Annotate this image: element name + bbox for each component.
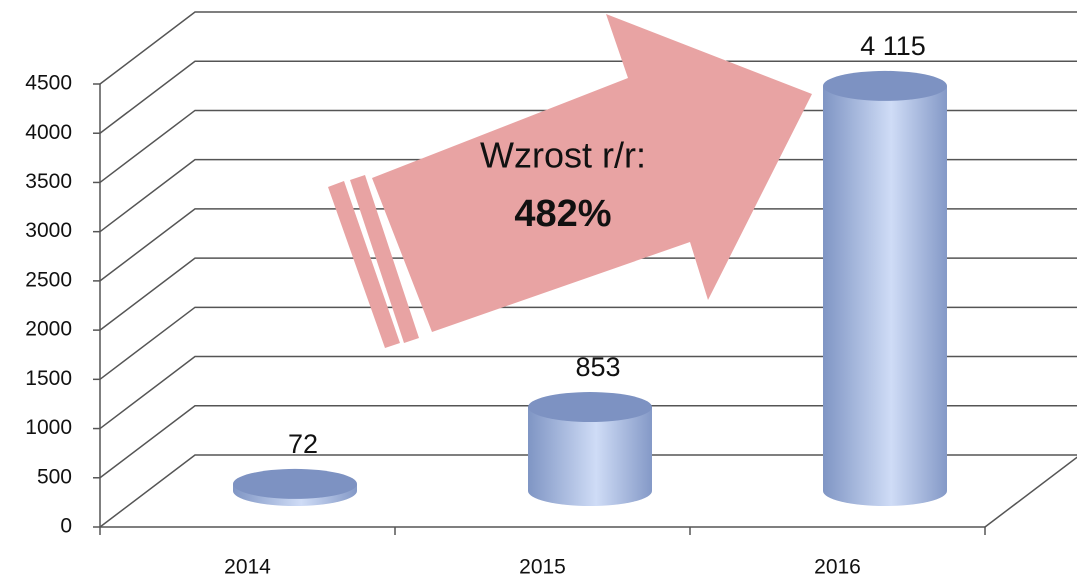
y-tick-label: 1500	[25, 367, 72, 390]
bars: 72 853 4 115	[233, 31, 947, 506]
x-tick-label: 2014	[224, 556, 271, 579]
y-tick-label: 2000	[25, 318, 72, 341]
grid-line	[99, 158, 1077, 233]
bar-top	[233, 468, 357, 499]
annotation-value: 482%	[514, 193, 611, 235]
x-tick-label: 2016	[814, 556, 861, 579]
value-label: 4 115	[860, 31, 926, 61]
y-tick-label: 4500	[25, 72, 72, 95]
floor-edge	[984, 456, 1077, 528]
growth-arrow	[328, 14, 812, 348]
bar-top	[528, 392, 652, 423]
bar-top	[823, 70, 947, 101]
grid-line	[99, 306, 1077, 380]
y-tick-label: 500	[37, 465, 72, 488]
grid-line	[99, 11, 1077, 85]
grid-line	[99, 257, 1077, 331]
y-tick-label: 2500	[25, 268, 72, 291]
bar	[823, 85, 947, 506]
value-label: 72	[288, 429, 318, 459]
grid-line	[99, 355, 1077, 430]
grid-line	[99, 60, 1077, 134]
annotation-text: Wzrost r/r:	[480, 135, 646, 176]
bar	[528, 407, 652, 506]
y-tick-label: 3000	[25, 219, 72, 242]
y-tick-label: 4000	[25, 121, 72, 144]
grid-line	[99, 208, 1077, 282]
y-tick-label: 0	[60, 515, 72, 538]
grid: 0 500 1000 1500 2000 2500 3000 3500 4000 4500 2014…	[25, 11, 1077, 579]
value-label: 853	[575, 352, 620, 382]
y-tick-label: 1000	[25, 416, 72, 439]
y-tick-label: 3500	[25, 170, 72, 193]
grid-line	[99, 454, 1077, 528]
grid-line	[99, 405, 1077, 479]
x-tick-label: 2015	[519, 556, 566, 579]
